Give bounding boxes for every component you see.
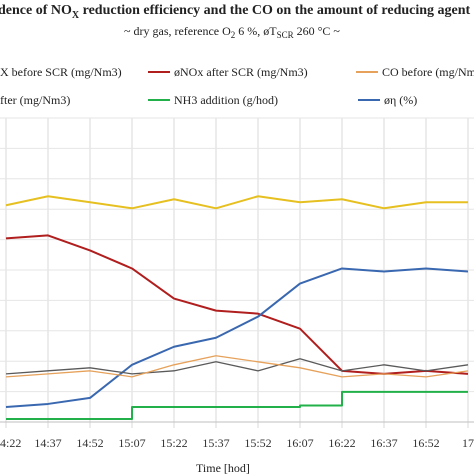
x-tick-label: 16:37	[370, 436, 397, 450]
chart-legend: X before SCR (mg/Nm3) øNOx after SCR (mg…	[0, 65, 474, 107]
legend-label: øNOx after SCR (mg/Nm3)	[174, 65, 308, 79]
series-line	[6, 390, 468, 420]
x-tick-label: 16:07	[286, 436, 313, 450]
legend-label: NH3 addition (g/hod)	[174, 93, 278, 107]
x-tick-label: 16:22	[328, 436, 355, 450]
series-line	[5, 355, 469, 378]
x-tick-label: 14:37	[34, 436, 61, 450]
legend-label: CO before (mg/Nm3	[382, 65, 474, 79]
x-tick-label: 15:07	[118, 436, 145, 450]
chart-subtitle: ~ dry gas, reference O2 6 %, øTSCR 260 °…	[124, 24, 340, 40]
x-tick-label: 15:52	[244, 436, 271, 450]
series-line	[5, 195, 468, 210]
series-line	[5, 267, 469, 408]
legend-label: øη (%)	[384, 93, 417, 107]
chart-title: dence of NOX reduction efficiency and th…	[0, 3, 474, 21]
x-tick-label: 15:22	[160, 436, 187, 450]
x-tick-label: 14:52	[76, 436, 103, 450]
x-tick-label: 4:22	[0, 436, 21, 450]
legend-label: X before SCR (mg/Nm3)	[0, 65, 122, 79]
series-line	[5, 358, 469, 375]
series-line	[5, 234, 469, 375]
x-tick-labels: 4:22 14:37 14:52 15:07 15:22 15:37 15:52 16:07 1…	[0, 436, 474, 450]
legend-label: fter (mg/Nm3)	[0, 93, 70, 107]
series-lines	[5, 195, 469, 420]
x-tick-label: 16:52	[412, 436, 439, 450]
x-axis-label: Time [hod]	[196, 461, 250, 474]
x-tick-label: 15:37	[202, 436, 229, 450]
x-tick-label: 17	[462, 436, 474, 450]
